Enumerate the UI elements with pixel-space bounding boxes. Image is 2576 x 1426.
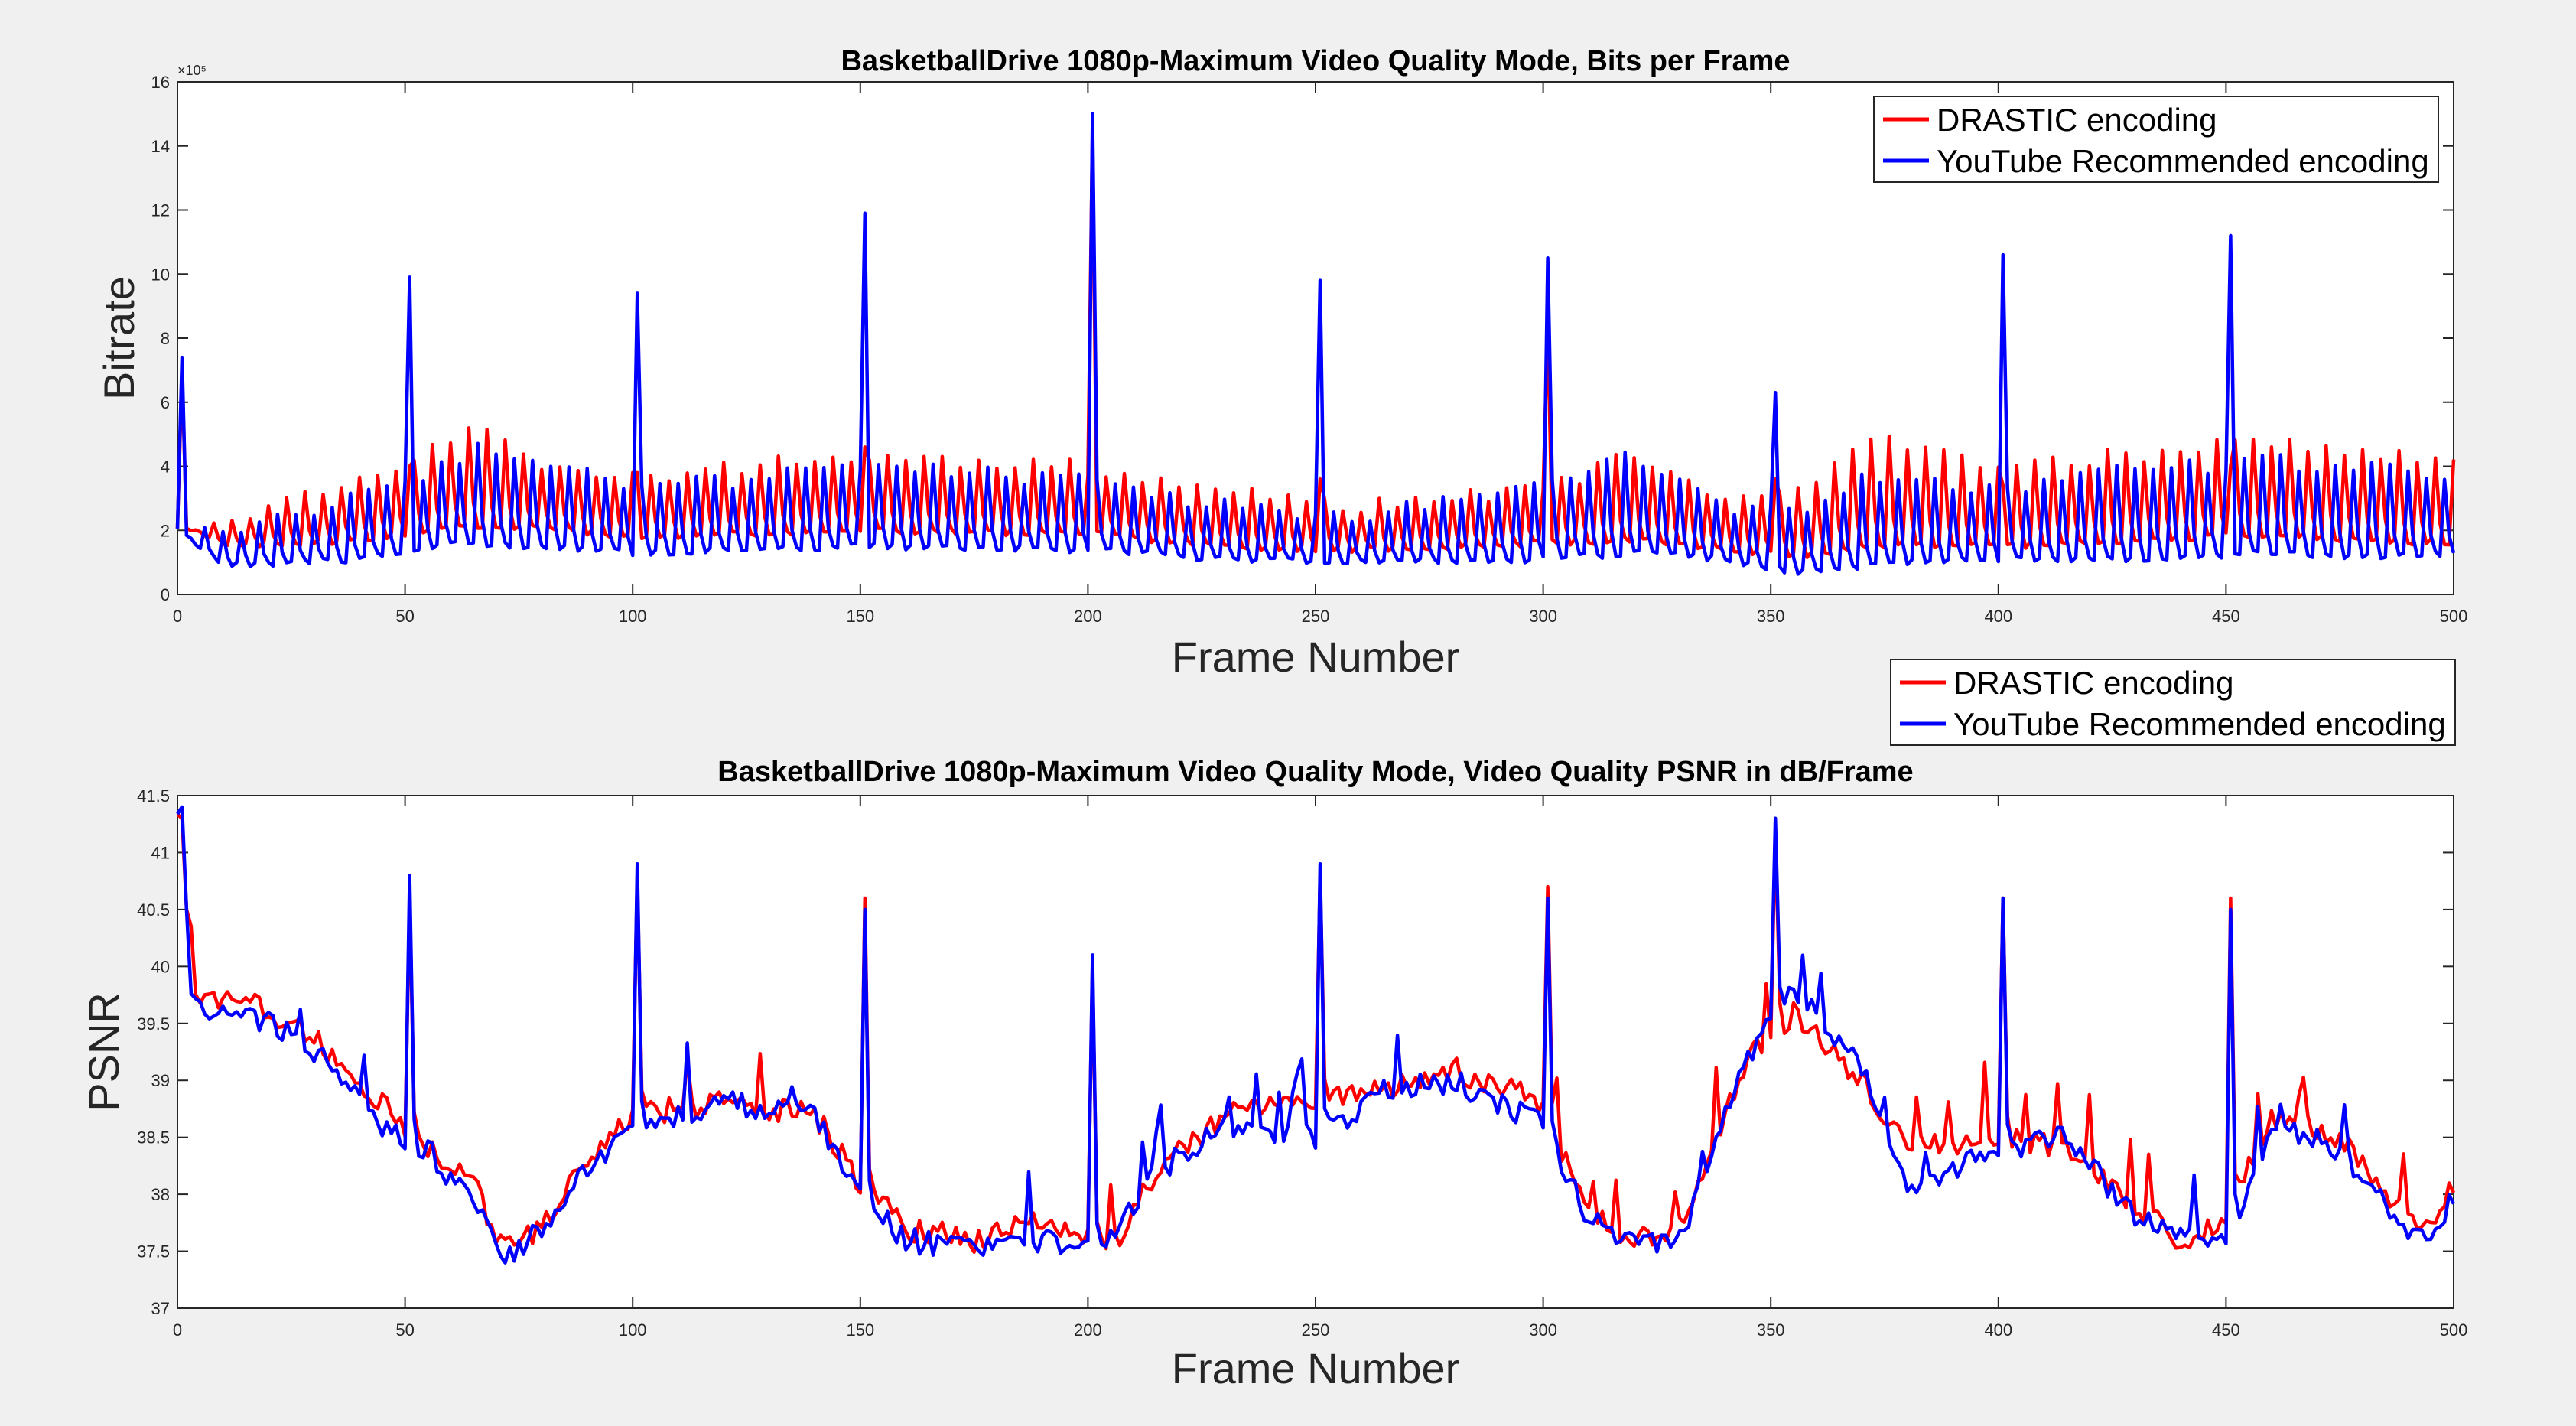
y-tick-label: 41: [151, 843, 170, 862]
y-tick-label: 38: [151, 1185, 170, 1204]
x-tick-label: 450: [2212, 607, 2240, 626]
x-tick-label: 200: [1074, 1320, 1102, 1340]
bitrate-axis-ticks: 0 50 100 150 200 250 300 350 400 450 500 0 2 4 6 8 10 12 1…: [151, 73, 2468, 626]
y-tick-label: 8: [161, 329, 170, 348]
psnr-legend: DRASTIC encoding YouTube Recommended enc…: [1890, 659, 2456, 746]
x-tick-label: 150: [846, 1320, 874, 1340]
bitrate-chart-title: BasketballDrive 1080p-Maximum Video Qual…: [841, 45, 1790, 77]
bitrate-chart: BasketballDrive 1080p-Maximum Video Qual…: [95, 45, 2467, 681]
psnr-axis-ticks: 0 50 100 150 200 250 300 350 400 450 500 37 37.5 38 38…: [137, 786, 2467, 1340]
psnr-x-axis-label: Frame Number: [1172, 1344, 1460, 1392]
x-tick-label: 50: [395, 607, 414, 626]
x-tick-label: 500: [2440, 1320, 2468, 1340]
y-tick-label: 40.5: [137, 900, 170, 920]
y-tick-label: 6: [161, 393, 170, 412]
psnr-legend-label-drastic: DRASTIC encoding: [1953, 665, 2234, 701]
x-tick-label: 200: [1074, 607, 1102, 626]
x-tick-label: 100: [619, 1320, 647, 1340]
psnr-legend-box: [1890, 659, 2456, 746]
x-tick-label: 350: [1757, 1320, 1785, 1340]
y-tick-label: 38.5: [137, 1128, 170, 1148]
psnr-series-group: [176, 805, 2456, 1265]
y-tick-label: 0: [161, 585, 170, 604]
bitrate-y-exponent: ×10⁵: [177, 63, 207, 78]
x-tick-label: 500: [2440, 607, 2468, 626]
x-tick-label: 150: [846, 607, 874, 626]
y-tick-label: 10: [151, 265, 170, 284]
psnr-chart: BasketballDrive 1080p-Maximum Video Qual…: [80, 659, 2467, 1392]
y-tick-label: 2: [161, 521, 170, 540]
y-tick-label: 39.5: [137, 1014, 170, 1034]
bitrate-legend-label-youtube: YouTube Recommended encoding: [1937, 143, 2429, 179]
bitrate-series-line-youtube: [175, 112, 2456, 576]
bitrate-series-line-drastic: [175, 128, 2456, 559]
psnr-y-axis-label: PSNR: [80, 992, 128, 1112]
x-tick-label: 0: [173, 607, 182, 626]
x-tick-label: 300: [1529, 607, 1557, 626]
y-tick-label: 40: [151, 957, 170, 976]
bitrate-y-axis-label: Bitrate: [95, 276, 143, 400]
bitrate-legend: DRASTIC encoding YouTube Recommended enc…: [1873, 96, 2439, 183]
psnr-legend-label-youtube: YouTube Recommended encoding: [1953, 706, 2446, 742]
y-tick-label: 12: [151, 201, 170, 220]
y-tick-label: 39: [151, 1071, 170, 1090]
psnr-chart-title: BasketballDrive 1080p-Maximum Video Qual…: [717, 756, 1913, 788]
x-tick-label: 400: [1984, 607, 2012, 626]
x-tick-label: 450: [2212, 1320, 2240, 1340]
x-tick-label: 350: [1757, 607, 1785, 626]
bitrate-legend-label-drastic: DRASTIC encoding: [1937, 102, 2217, 138]
y-tick-label: 37.5: [137, 1242, 170, 1262]
x-tick-label: 300: [1529, 1320, 1557, 1340]
bitrate-legend-box: [1873, 96, 2439, 183]
bitrate-x-axis-label: Frame Number: [1172, 633, 1460, 681]
x-tick-label: 250: [1302, 607, 1330, 626]
bitrate-series-group: [175, 112, 2456, 576]
y-tick-label: 14: [151, 137, 170, 156]
y-tick-label: 16: [151, 73, 170, 92]
x-tick-label: 100: [619, 607, 647, 626]
x-tick-label: 50: [395, 1320, 414, 1340]
psnr-series-line-youtube: [176, 805, 2456, 1265]
x-tick-label: 0: [173, 1320, 182, 1340]
y-tick-label: 37: [151, 1299, 170, 1318]
y-tick-label: 4: [161, 457, 170, 477]
y-tick-label: 41.5: [137, 786, 170, 806]
x-tick-label: 250: [1302, 1320, 1330, 1340]
x-tick-label: 400: [1984, 1320, 2012, 1340]
